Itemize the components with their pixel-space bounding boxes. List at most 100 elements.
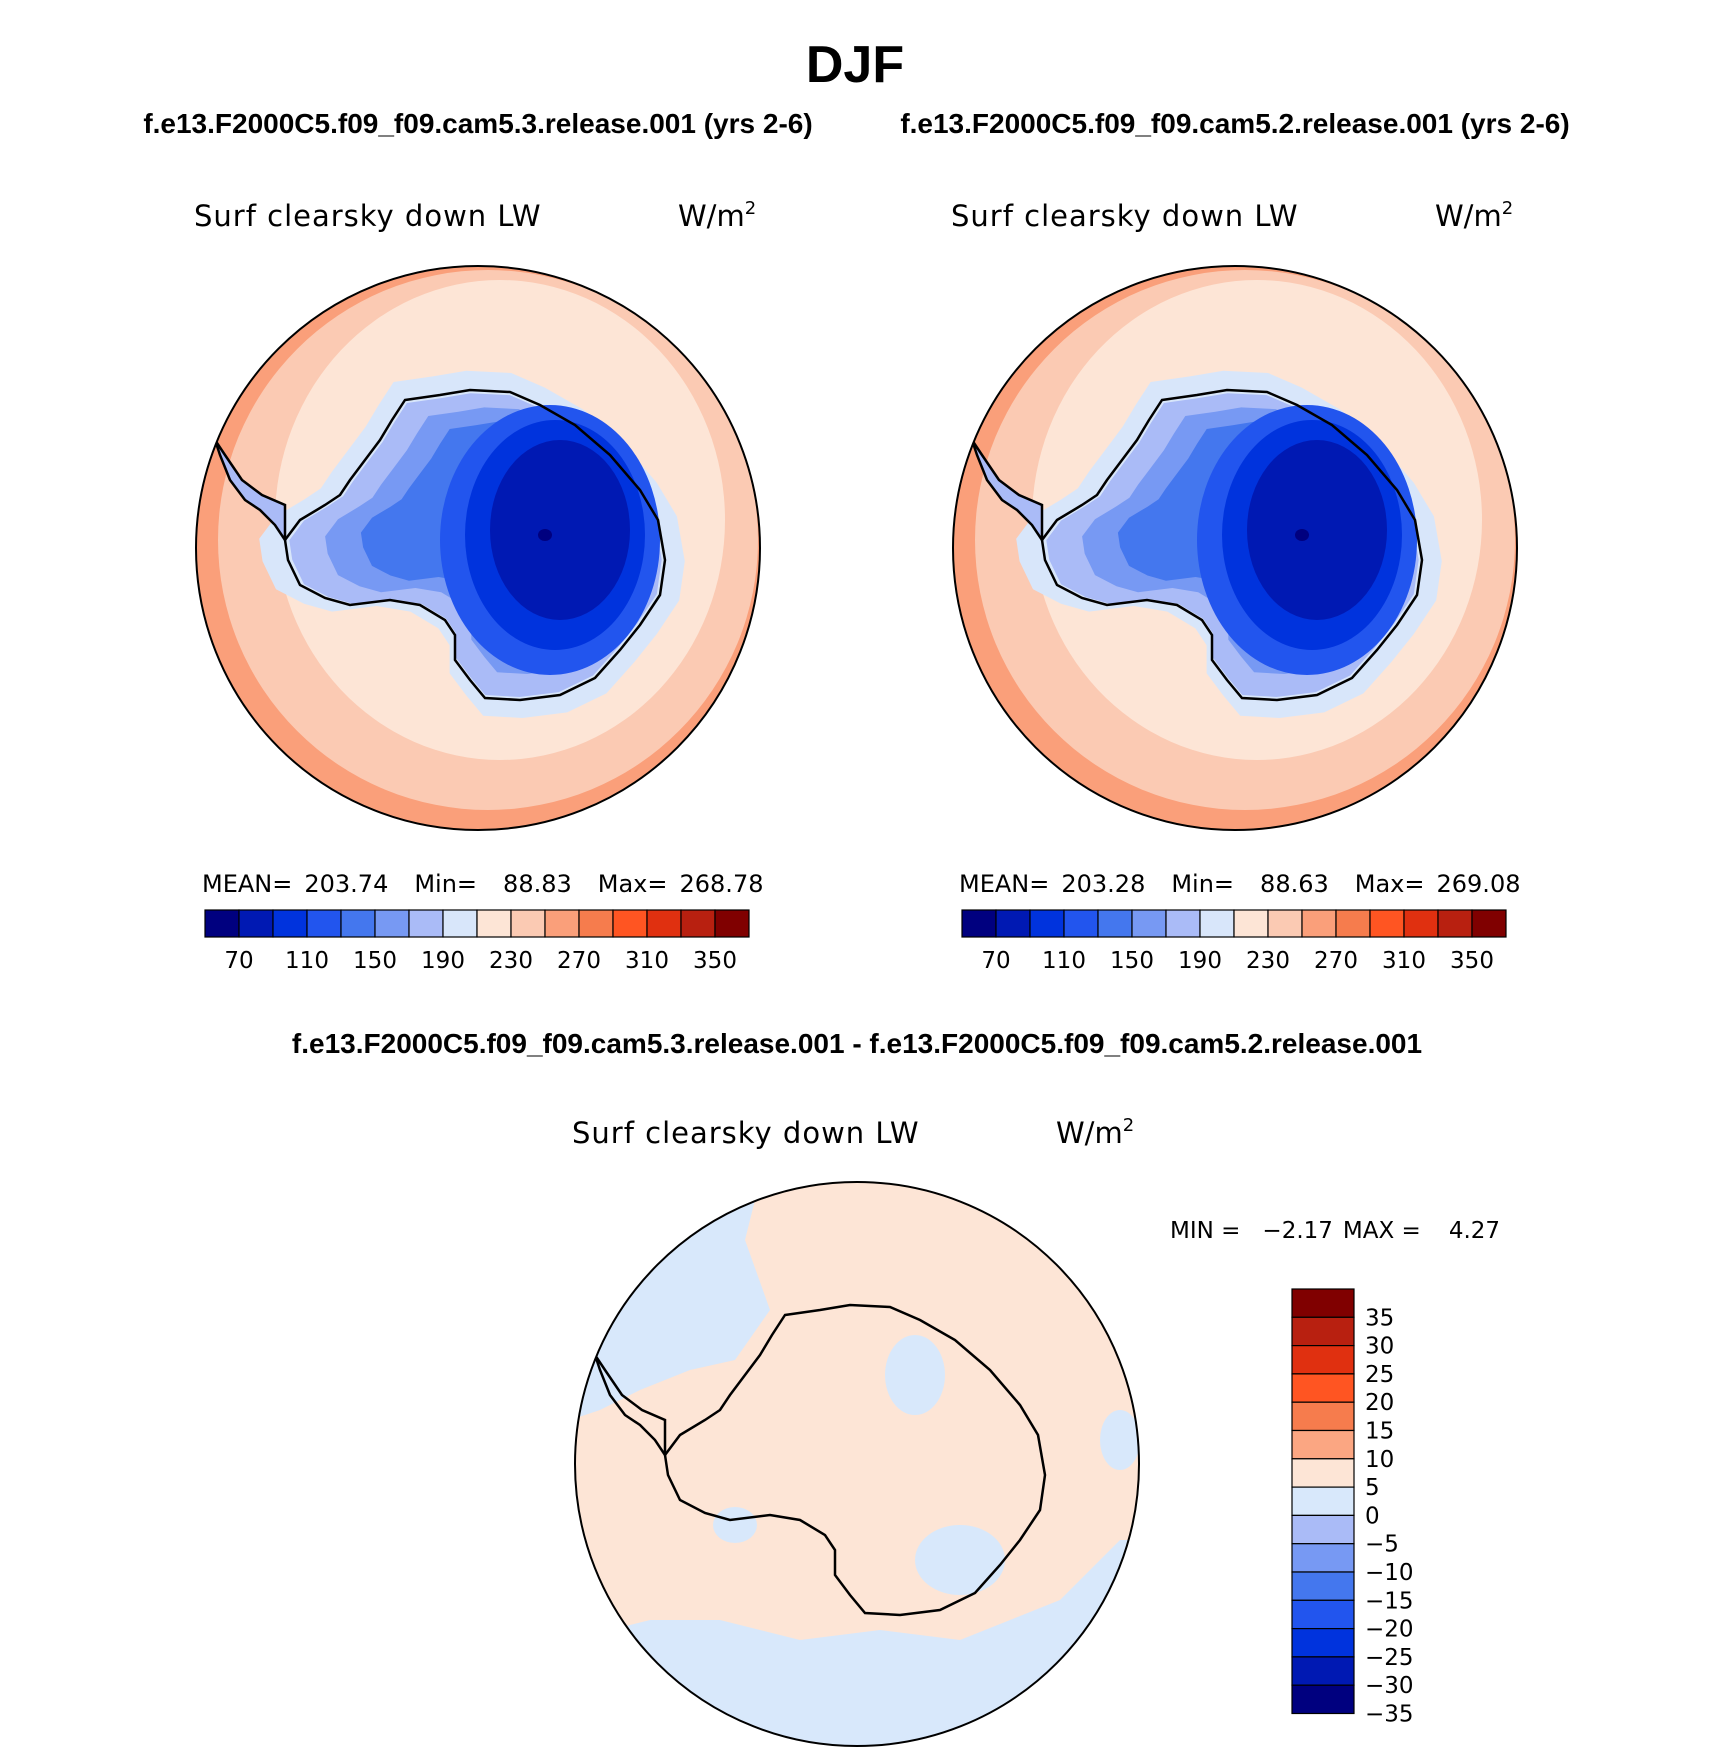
test-colorbar-swatch-4 bbox=[340, 909, 376, 938]
control-colorbar-swatch-12 bbox=[1369, 909, 1405, 938]
test-colorbar-tick-label: 230 bbox=[489, 948, 533, 974]
control-colorbar-swatch-11 bbox=[1335, 909, 1371, 938]
control-colorbar-tick-label: 270 bbox=[1314, 948, 1358, 974]
test-colorbar-tick-label: 310 bbox=[625, 948, 669, 974]
diff-colorbar-tick-label: −5 bbox=[1365, 1532, 1399, 1558]
control-colorbar-tick-label: 230 bbox=[1246, 948, 1290, 974]
diff-colorbar-swatch-0 bbox=[1291, 1288, 1355, 1318]
diff-colorbar-swatch-8 bbox=[1291, 1514, 1355, 1545]
diff-colorbar-tick-label: 0 bbox=[1365, 1503, 1380, 1529]
control-colorbar-swatch-0 bbox=[961, 909, 997, 938]
diff-colorbar-swatch-10 bbox=[1291, 1571, 1355, 1601]
panel-test-map bbox=[196, 266, 760, 830]
control-colorbar-tick-label: 70 bbox=[981, 948, 1010, 974]
panel-control: Surf clearsky down LW W/m2 MEAN= 203. bbox=[951, 198, 1520, 974]
control-colorbar-swatch-3 bbox=[1063, 909, 1099, 938]
diff-colorbar-swatch-7 bbox=[1291, 1486, 1355, 1516]
test-colorbar-swatch-0 bbox=[204, 909, 240, 938]
diff-colorbar-tick-label: 25 bbox=[1365, 1362, 1394, 1388]
panel-test-units: W/m2 bbox=[678, 198, 756, 233]
panel-diff-units: W/m2 bbox=[1056, 1115, 1134, 1150]
control-colorbar-swatch-15 bbox=[1471, 909, 1507, 938]
control-case-title: f.e13.F2000C5.f09_f09.cam5.2.release.001… bbox=[900, 108, 1569, 139]
test-colorbar-tick-label: 190 bbox=[421, 948, 465, 974]
diff-colorbar-swatch-9 bbox=[1291, 1543, 1355, 1573]
diff-colorbar-swatch-6 bbox=[1291, 1458, 1355, 1488]
panel-control-units: W/m2 bbox=[1435, 198, 1513, 233]
panel-control-map bbox=[953, 266, 1517, 830]
season-title: DJF bbox=[806, 36, 904, 94]
diff-colorbar-swatch-4 bbox=[1291, 1401, 1355, 1432]
control-colorbar-swatch-6 bbox=[1165, 909, 1201, 938]
test-colorbar-tick-label: 270 bbox=[557, 948, 601, 974]
control-colorbar-swatch-1 bbox=[995, 909, 1031, 938]
panel-control-colorbar: 70 110 150 190 230 270 310 350 bbox=[961, 909, 1507, 974]
diff-colorbar-swatch-1 bbox=[1291, 1316, 1355, 1347]
test-colorbar-swatch-7 bbox=[442, 909, 478, 938]
test-case-title: f.e13.F2000C5.f09_f09.cam5.3.release.001… bbox=[143, 108, 812, 139]
control-colorbar-swatch-13 bbox=[1403, 909, 1439, 938]
panel-test-colorbar: 70 110 150 190 230 270 310 350 bbox=[204, 909, 750, 974]
test-colorbar-swatch-6 bbox=[408, 909, 444, 938]
control-colorbar-swatch-5 bbox=[1131, 909, 1167, 938]
diff-colorbar-tick-label: −30 bbox=[1365, 1673, 1414, 1699]
test-colorbar-swatch-2 bbox=[272, 909, 308, 938]
diff-colorbar-swatch-11 bbox=[1291, 1599, 1355, 1630]
diff-colorbar-tick-label: 5 bbox=[1365, 1475, 1380, 1501]
diff-colorbar-swatch-2 bbox=[1291, 1344, 1355, 1375]
test-colorbar-tick-label: 70 bbox=[224, 948, 253, 974]
control-colorbar-tick-label: 150 bbox=[1110, 948, 1154, 974]
test-colorbar-swatch-14 bbox=[680, 909, 716, 938]
diff-colorbar-tick-label: 10 bbox=[1365, 1447, 1394, 1473]
control-colorbar-tick-label: 190 bbox=[1178, 948, 1222, 974]
diff-colorbar-swatch-5 bbox=[1291, 1429, 1355, 1460]
diff-colorbar-tick-label: −15 bbox=[1365, 1588, 1414, 1614]
diff-colorbar-swatch-14 bbox=[1291, 1684, 1355, 1715]
diff-colorbar-tick-label: −20 bbox=[1365, 1617, 1414, 1643]
diff-colorbar-tick-label: −25 bbox=[1365, 1645, 1414, 1671]
diff-colorbar-tick-label: 20 bbox=[1365, 1390, 1394, 1416]
panel-test-variable: Surf clearsky down LW bbox=[194, 199, 542, 233]
diff-colorbar-tick-label: 35 bbox=[1365, 1305, 1394, 1331]
control-colorbar-swatch-7 bbox=[1199, 909, 1235, 938]
control-colorbar-tick-label: 350 bbox=[1450, 948, 1494, 974]
panel-test: Surf clearsky down LW W/m2 MEAN= 203. bbox=[194, 198, 763, 974]
control-colorbar-swatch-9 bbox=[1267, 909, 1303, 938]
diff-colorbar-tick-label: 30 bbox=[1365, 1334, 1394, 1360]
panel-diff-variable: Surf clearsky down LW bbox=[572, 1116, 920, 1150]
control-colorbar-tick-label: 310 bbox=[1382, 948, 1426, 974]
test-colorbar-swatch-15 bbox=[714, 909, 750, 938]
control-colorbar-swatch-8 bbox=[1233, 909, 1269, 938]
test-colorbar-tick-label: 350 bbox=[693, 948, 737, 974]
test-colorbar-swatch-11 bbox=[578, 909, 614, 938]
control-colorbar-swatch-10 bbox=[1301, 909, 1337, 938]
test-colorbar-swatch-1 bbox=[238, 909, 274, 938]
panel-diff: Surf clearsky down LW W/m2 MIN = −2.17 MAX… bbox=[572, 1115, 1500, 1747]
test-colorbar-swatch-12 bbox=[612, 909, 648, 938]
test-colorbar-swatch-5 bbox=[374, 909, 410, 938]
diff-colorbar-swatch-3 bbox=[1291, 1373, 1355, 1403]
test-colorbar-tick-label: 150 bbox=[353, 948, 397, 974]
test-colorbar-swatch-8 bbox=[476, 909, 512, 938]
test-colorbar-swatch-9 bbox=[510, 909, 546, 938]
test-colorbar-tick-label: 110 bbox=[285, 948, 329, 974]
diff-stats: MIN = −2.17 MAX = 4.27 bbox=[1170, 1218, 1500, 1244]
panel-diff-map bbox=[575, 1182, 1139, 1746]
diff-colorbar-tick-label: −10 bbox=[1365, 1560, 1414, 1586]
panel-control-stats: MEAN= 203.28 Min= 88.63 Max= 269.08 bbox=[959, 870, 1520, 898]
control-colorbar-tick-label: 110 bbox=[1042, 948, 1086, 974]
test-colorbar-swatch-3 bbox=[306, 909, 342, 938]
diff-colorbar-swatch-12 bbox=[1291, 1627, 1355, 1658]
control-colorbar-swatch-2 bbox=[1029, 909, 1065, 938]
diff-colorbar-tick-label: 15 bbox=[1365, 1419, 1394, 1445]
diff-colorbar-swatch-13 bbox=[1291, 1656, 1355, 1686]
control-colorbar-swatch-14 bbox=[1437, 909, 1473, 938]
test-colorbar-swatch-10 bbox=[544, 909, 580, 938]
panel-control-variable: Surf clearsky down LW bbox=[951, 199, 1299, 233]
diff-title: f.e13.F2000C5.f09_f09.cam5.3.release.001… bbox=[292, 1028, 1422, 1059]
diff-colorbar-tick-label: −35 bbox=[1365, 1702, 1414, 1728]
panel-test-stats: MEAN= 203.74 Min= 88.83 Max= 268.78 bbox=[202, 870, 763, 898]
test-colorbar-swatch-13 bbox=[646, 909, 682, 938]
